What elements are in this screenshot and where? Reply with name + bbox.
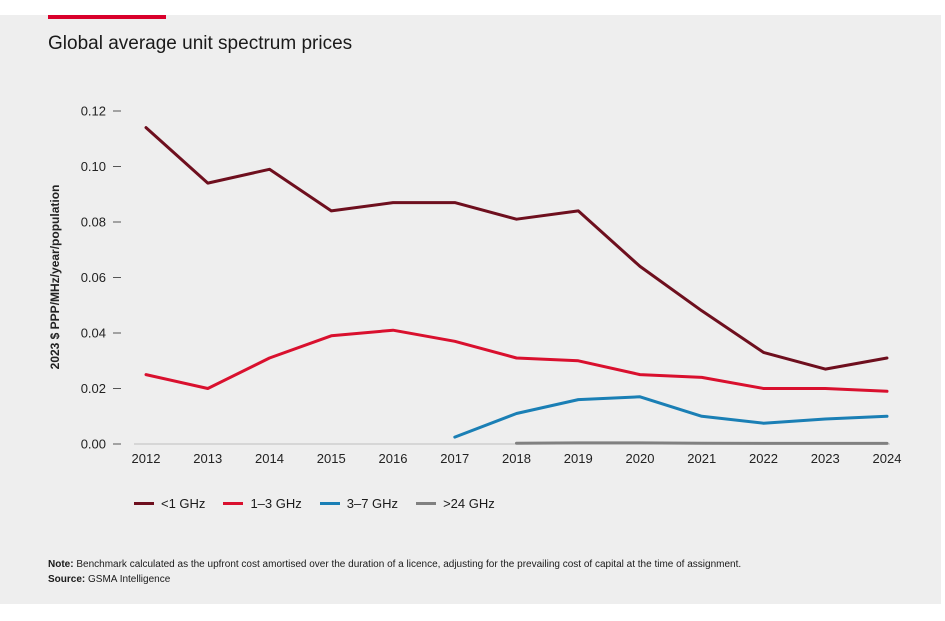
legend-item: 1–3 GHz xyxy=(223,496,302,511)
x-tick-label: 2021 xyxy=(687,451,716,466)
source-line: Source: GSMA Intelligence xyxy=(48,572,741,587)
chart-legend: <1 GHz 1–3 GHz 3–7 GHz >24 GHz xyxy=(134,496,495,511)
y-tick-label: 0.00 xyxy=(81,437,106,452)
x-tick-label: 2016 xyxy=(379,451,408,466)
source-label: Source: xyxy=(48,574,86,585)
accent-bar xyxy=(48,15,166,19)
legend-item: 3–7 GHz xyxy=(319,496,399,511)
legend-label: 1–3 GHz xyxy=(250,496,302,511)
x-tick-label: 2018 xyxy=(502,451,531,466)
x-tick-label: 2013 xyxy=(193,451,222,466)
series-line-1-3-ghz xyxy=(144,328,889,393)
y-tick-label: 0.10 xyxy=(81,159,106,174)
chart-panel xyxy=(0,15,941,604)
legend-label: <1 GHz xyxy=(161,496,206,511)
x-tick-label: 2012 xyxy=(132,451,161,466)
chart-notes: Note: Benchmark calculated as the upfron… xyxy=(48,557,741,587)
y-tick-label: 0.04 xyxy=(81,326,106,341)
series-line-3-7-ghz xyxy=(453,395,889,439)
series-line-24-ghz xyxy=(515,441,889,445)
legend-swatch xyxy=(416,502,437,505)
legend-item: <1 GHz xyxy=(134,496,205,511)
series-line-1-ghz xyxy=(144,126,889,371)
x-tick-label: 2023 xyxy=(811,451,840,466)
legend-swatch xyxy=(134,502,154,505)
note-text: Benchmark calculated as the upfront cost… xyxy=(73,559,742,570)
note-label: Note: xyxy=(48,559,74,570)
legend-item: >24 GHz xyxy=(416,496,495,511)
legend-swatch xyxy=(223,502,244,505)
x-tick-label: 2014 xyxy=(255,451,284,466)
x-tick-label: 2017 xyxy=(440,451,469,466)
x-tick-label: 2019 xyxy=(564,451,593,466)
x-tick-label: 2015 xyxy=(317,451,346,466)
y-tick-label: 0.02 xyxy=(81,381,106,396)
source-text: GSMA Intelligence xyxy=(85,574,171,585)
y-tick-label: 0.06 xyxy=(81,270,106,285)
x-tick-label: 2022 xyxy=(749,451,778,466)
legend-swatch xyxy=(319,502,340,505)
x-tick-label: 2020 xyxy=(626,451,655,466)
legend-label: 3–7 GHz xyxy=(346,496,399,511)
y-tick-label: 0.08 xyxy=(81,215,106,230)
y-axis-label: 2023 $ PPP/MHz/year/population xyxy=(48,185,62,370)
x-tick-label: 2024 xyxy=(873,451,902,466)
y-tick-label: 0.12 xyxy=(81,104,106,119)
legend-label: >24 GHz xyxy=(443,496,495,511)
chart-title: Global average unit spectrum prices xyxy=(48,33,353,54)
note-line: Note: Benchmark calculated as the upfron… xyxy=(48,557,741,572)
